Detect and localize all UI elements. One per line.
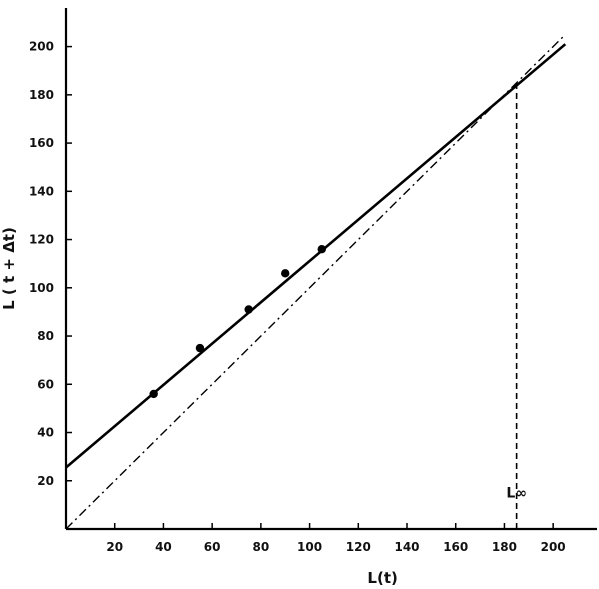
x-tick-label: 80 xyxy=(253,540,270,554)
series-lines xyxy=(65,34,567,530)
y-tick-label: 180 xyxy=(29,88,54,102)
data-point xyxy=(195,343,205,353)
tick-labels: 20 40 60 80 100 120 140 160 180 200 20 40 60 80 100 120… xyxy=(29,40,566,554)
x-tick-label: 40 xyxy=(155,540,172,554)
y-tick-label: 160 xyxy=(29,136,54,150)
l-infinity-annotation: L∞ xyxy=(506,486,527,502)
bisector-line xyxy=(65,34,566,530)
data-point xyxy=(149,389,158,399)
y-tick-label: 140 xyxy=(29,184,54,198)
x-tick-label: 60 xyxy=(204,540,221,554)
data-points xyxy=(149,245,326,399)
x-tick-label: 180 xyxy=(492,540,517,554)
x-tick-label: 120 xyxy=(346,540,371,554)
x-tick-label: 140 xyxy=(394,540,419,554)
y-tick-label: 200 xyxy=(29,40,54,54)
y-tick-label: 80 xyxy=(37,329,54,343)
data-point xyxy=(317,245,326,254)
data-point xyxy=(281,269,290,278)
y-tick-label: 40 xyxy=(37,426,54,440)
x-tick-label: 100 xyxy=(297,540,322,554)
axes xyxy=(64,8,597,531)
y-tick-label: 120 xyxy=(29,233,54,247)
y-tick-label: 100 xyxy=(29,281,54,295)
y-tick-label: 60 xyxy=(37,377,54,391)
x-tick-label: 20 xyxy=(106,540,123,554)
x-tick-label: 160 xyxy=(443,540,468,554)
data-point xyxy=(244,305,253,314)
y-tick-label: 20 xyxy=(37,474,54,488)
fit-line-line xyxy=(65,43,567,469)
y-axis-label: L ( t + Δt) xyxy=(0,227,18,310)
x-axis-label: L(t) xyxy=(367,569,397,587)
x-tick-label: 200 xyxy=(541,540,566,554)
